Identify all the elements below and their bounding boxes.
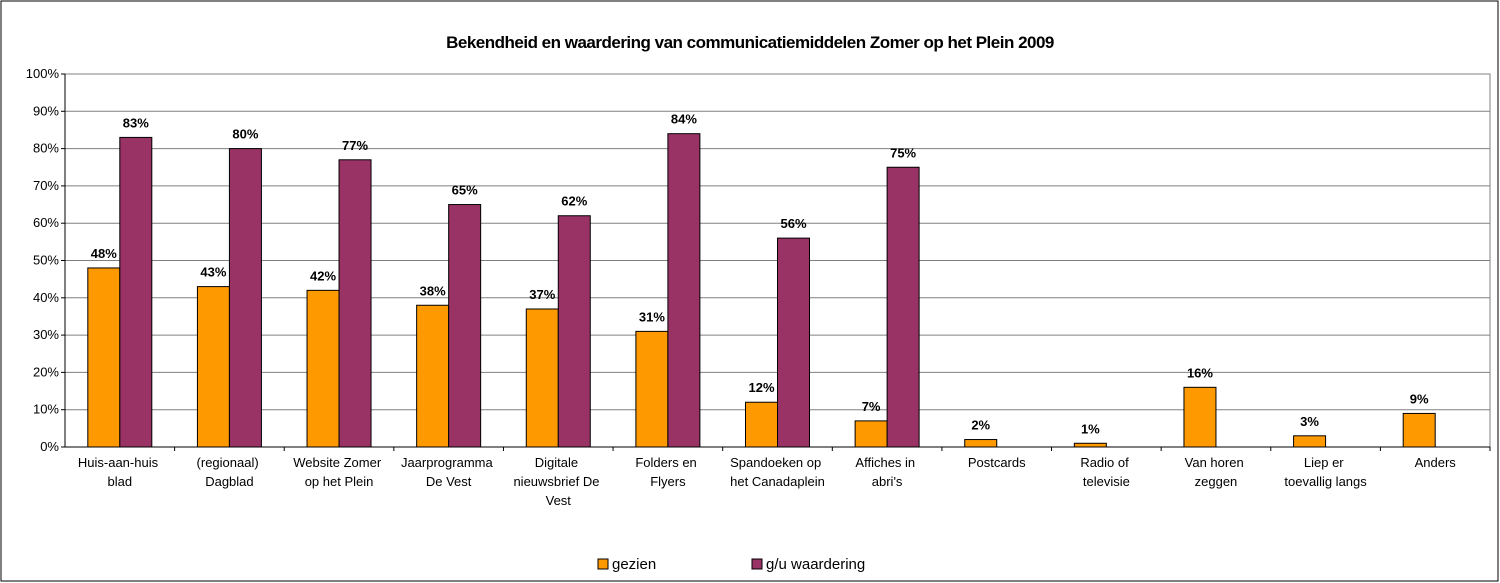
bar xyxy=(119,136,153,448)
y-tick-label: 70% xyxy=(33,178,59,193)
bar xyxy=(854,420,888,448)
bar xyxy=(338,159,372,448)
x-tick-label: Affiches in abri's xyxy=(855,455,918,489)
bar xyxy=(964,439,998,448)
bar xyxy=(667,133,701,448)
legend-swatch xyxy=(597,558,609,570)
legend-swatch xyxy=(751,558,763,570)
data-label: 48% xyxy=(91,246,117,261)
data-label: 2% xyxy=(971,418,990,433)
data-label: 43% xyxy=(200,265,226,280)
bar xyxy=(416,304,450,448)
bar xyxy=(196,286,230,448)
data-label: 12% xyxy=(748,380,774,395)
data-label: 42% xyxy=(310,268,336,283)
y-tick-label: 30% xyxy=(33,327,59,342)
y-tick-label: 0% xyxy=(40,439,59,454)
y-tick-label: 90% xyxy=(33,103,59,118)
x-tick-label: Digitale nieuwsbrief De Vest xyxy=(513,455,603,508)
bar xyxy=(228,148,262,448)
bar xyxy=(1402,412,1436,448)
x-tick-label: Folders en Flyers xyxy=(635,455,700,489)
data-label: 56% xyxy=(780,216,806,231)
data-label: 65% xyxy=(452,183,478,198)
x-tick-label: Radio of televisie xyxy=(1080,455,1132,489)
y-tick-label: 50% xyxy=(33,253,59,268)
x-tick-label: Anders xyxy=(1415,455,1457,470)
data-label: 16% xyxy=(1187,365,1213,380)
bar xyxy=(886,166,920,448)
data-label: 62% xyxy=(561,194,587,209)
bar xyxy=(1073,442,1107,448)
data-label: 37% xyxy=(529,287,555,302)
bar xyxy=(777,237,810,448)
legend-label: gezien xyxy=(612,556,656,573)
x-tick-label: (regionaal) Dagblad xyxy=(197,455,263,489)
legend-label: g/u waardering xyxy=(766,556,865,573)
data-label: 1% xyxy=(1081,421,1100,436)
bar xyxy=(1293,435,1327,448)
x-tick-label: Spandoeken op het Canadaplein xyxy=(730,455,825,489)
data-label: 3% xyxy=(1300,414,1319,429)
x-tick-label: Van horen zeggen xyxy=(1185,455,1248,489)
x-tick-label: Jaarprogramma De Vest xyxy=(401,455,496,489)
y-tick-label: 60% xyxy=(33,215,59,230)
y-tick-label: 40% xyxy=(33,290,59,305)
bar xyxy=(745,401,778,448)
data-label: 77% xyxy=(342,138,368,153)
data-label: 80% xyxy=(232,127,258,142)
y-tick-label: 10% xyxy=(33,402,59,417)
y-tick-label: 100% xyxy=(26,66,60,81)
data-label: 9% xyxy=(1410,391,1429,406)
data-label: 75% xyxy=(890,145,916,160)
chart-title: Bekendheid en waardering van communicati… xyxy=(446,33,1054,52)
data-label: 84% xyxy=(671,112,697,127)
x-tick-label: Website Zomer op het Plein xyxy=(293,455,385,489)
bar xyxy=(87,267,121,448)
x-tick-label: Liep er toevallig langs xyxy=(1284,455,1367,489)
x-tick-label: Huis-aan-huis blad xyxy=(78,455,162,489)
y-tick-label: 80% xyxy=(33,141,59,156)
data-label: 38% xyxy=(420,283,446,298)
data-label: 7% xyxy=(862,399,881,414)
y-tick-label: 20% xyxy=(33,364,59,379)
bar xyxy=(306,289,340,448)
bar xyxy=(525,308,559,448)
data-label: 31% xyxy=(639,309,665,324)
bar xyxy=(557,215,591,448)
bar xyxy=(635,330,669,448)
data-label: 83% xyxy=(123,115,149,130)
x-tick-label: Postcards xyxy=(968,455,1026,470)
bar xyxy=(1183,386,1217,448)
bar xyxy=(448,204,482,448)
